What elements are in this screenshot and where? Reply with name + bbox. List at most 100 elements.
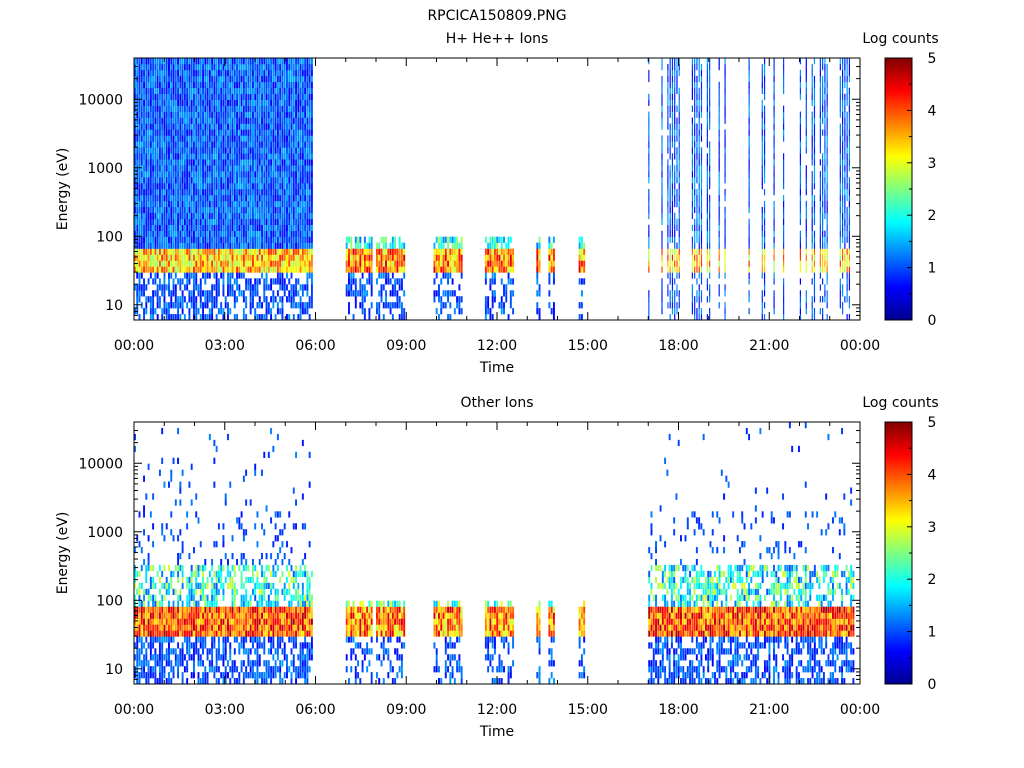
heatmap-cell <box>156 75 159 83</box>
heatmap-cell <box>718 117 720 124</box>
heatmap-cell <box>279 230 282 237</box>
heatmap-cell <box>202 302 204 309</box>
heatmap-cell <box>286 147 288 154</box>
heatmap-cell <box>387 248 390 255</box>
heatmap-cell <box>215 81 218 89</box>
heatmap-cell <box>161 105 164 112</box>
heatmap-cell <box>826 123 828 130</box>
heatmap-cell <box>145 206 148 214</box>
heatmap-cell <box>265 254 268 261</box>
heatmap-cell <box>270 296 273 303</box>
heatmap-cell <box>811 308 813 315</box>
heatmap-cell <box>249 302 252 309</box>
heatmap-cell <box>661 308 663 315</box>
heatmap-cell <box>279 81 282 89</box>
heatmap-cell <box>208 111 211 118</box>
heatmap-cell <box>245 141 248 148</box>
heatmap-cell <box>826 141 828 148</box>
heatmap-cell <box>197 254 200 261</box>
heatmap-cell <box>813 159 816 166</box>
heatmap-cell <box>288 194 291 202</box>
heatmap-cell <box>249 290 252 297</box>
heatmap-cell <box>265 314 268 321</box>
heatmap-cell <box>299 248 302 255</box>
heatmap-cell <box>839 105 841 112</box>
heatmap-cell <box>272 177 275 184</box>
heatmap-cell <box>773 290 775 297</box>
heatmap-cell <box>183 129 186 136</box>
heatmap-cell <box>299 206 302 214</box>
heatmap-cell <box>669 254 671 261</box>
heatmap-cell <box>661 165 663 172</box>
heatmap-cell <box>724 87 726 95</box>
heatmap-cell <box>168 129 170 136</box>
heatmap-cell <box>279 266 282 273</box>
heatmap-cell <box>276 129 279 136</box>
heatmap-cell <box>824 165 826 172</box>
heatmap-cell <box>202 129 204 136</box>
heatmap-cell <box>163 290 166 297</box>
heatmap-cell <box>215 177 218 184</box>
heatmap-cell <box>674 218 676 226</box>
heatmap-cell <box>279 248 282 255</box>
heatmap-cell <box>398 260 401 267</box>
heatmap-cell <box>161 69 164 77</box>
heatmap-cell <box>805 290 807 297</box>
heatmap-cell <box>297 141 300 148</box>
heatmap-cell <box>179 218 182 226</box>
heatmap-cell <box>842 105 844 112</box>
heatmap-cell <box>143 260 145 267</box>
heatmap-cell <box>158 87 161 95</box>
heatmap-cell <box>299 105 302 112</box>
heatmap-cell <box>213 212 216 220</box>
heatmap-cell <box>748 278 750 285</box>
heatmap-cell <box>181 296 184 303</box>
heatmap-cell <box>290 194 293 202</box>
heatmap-cell <box>156 135 159 142</box>
heatmap-cell <box>192 177 195 184</box>
heatmap-cell <box>295 75 298 83</box>
heatmap-cell <box>301 260 304 267</box>
heatmap-cell <box>805 183 807 190</box>
heatmap-cell <box>290 129 293 136</box>
heatmap-cell <box>718 224 720 231</box>
heatmap-cell <box>763 165 766 172</box>
heatmap-cell <box>190 153 193 160</box>
heatmap-cell <box>165 177 168 184</box>
heatmap-cell <box>748 183 750 190</box>
heatmap-cell <box>813 284 816 291</box>
heatmap-cell <box>190 105 193 112</box>
heatmap-cell <box>819 177 821 184</box>
heatmap-cell <box>165 105 168 112</box>
heatmap-cell <box>238 135 241 142</box>
heatmap-cell <box>783 212 785 220</box>
heatmap-cell <box>773 123 775 130</box>
heatmap-cell <box>263 183 266 190</box>
heatmap-cell <box>240 200 243 208</box>
heatmap-cell <box>548 266 551 273</box>
heatmap-cell <box>811 75 813 83</box>
heatmap-cell <box>238 147 241 154</box>
heatmap-cell <box>156 236 159 243</box>
heatmap-cell <box>179 314 182 321</box>
heatmap-cell <box>491 296 494 303</box>
heatmap-cell <box>258 111 261 118</box>
heatmap-cell <box>156 242 159 249</box>
heatmap-cell <box>245 278 248 285</box>
heatmap-cell <box>170 69 173 77</box>
heatmap-cell <box>165 87 168 95</box>
heatmap-cell <box>195 200 198 208</box>
heatmap-cell <box>165 230 168 237</box>
heatmap-cell <box>696 93 698 100</box>
heatmap-cell <box>249 105 252 112</box>
heatmap-cell <box>192 58 195 65</box>
heatmap-cell <box>140 212 143 220</box>
heatmap-cell <box>245 171 248 178</box>
heatmap-cell <box>306 123 309 130</box>
heatmap-cell <box>487 266 490 273</box>
heatmap-cell <box>161 153 164 160</box>
heatmap-cell <box>286 296 288 303</box>
heatmap-cell <box>696 290 698 297</box>
heatmap-cell <box>263 248 266 255</box>
heatmap-cell <box>348 236 350 243</box>
